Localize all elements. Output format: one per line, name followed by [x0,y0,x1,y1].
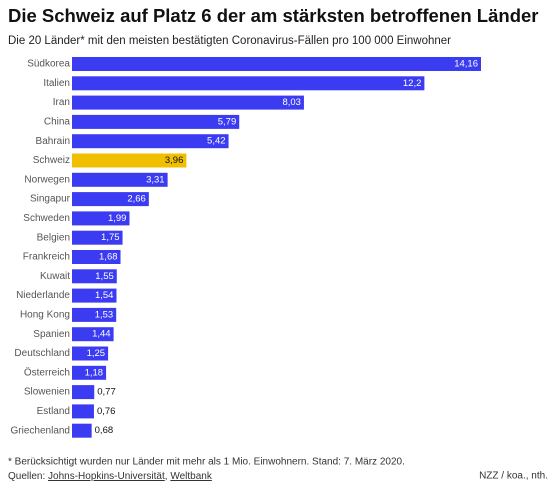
bar [72,134,229,149]
footnote: * Berücksichtigt wurden nur Länder mit m… [8,457,405,468]
bar [72,365,107,380]
value-label: 12,2 [403,78,422,89]
value-label: 1,44 [92,329,111,340]
source-separator: , [165,471,168,482]
category-label: Kuwait [40,271,70,282]
value-label: 0,68 [95,425,114,436]
chart-title: Die Schweiz auf Platz 6 der am stärksten… [8,5,538,26]
category-label: China [44,117,71,128]
bar [72,153,187,168]
credit: NZZ / koa., nth. [479,471,548,482]
value-label: 14,16 [454,59,478,70]
bar [72,346,109,361]
category-label: Österreich [24,366,70,378]
source-link[interactable]: Johns-Hopkins-Universität [48,471,165,482]
value-label: 5,79 [218,116,237,127]
value-label: 1,55 [95,271,114,282]
value-label: 1,18 [85,367,104,378]
bar [72,95,304,110]
bar [72,288,117,303]
bar [72,114,240,129]
bar [72,269,117,284]
category-label: Norwegen [24,174,70,185]
bar [72,57,481,71]
category-label: Frankreich [23,252,70,263]
category-label: Slowenien [24,387,70,398]
chart-subtitle: Die 20 Länder* mit den meisten bestätigt… [8,35,451,47]
category-label: Südkorea [27,59,70,70]
category-label: Iran [53,97,70,108]
value-label: 0,77 [97,387,116,398]
category-label: Italien [43,78,70,89]
bar [72,230,123,245]
bar [72,76,425,91]
bar [72,423,92,438]
source-label: Quellen: [8,471,45,482]
value-label: 2,66 [127,194,146,205]
sources: Quellen: Johns-Hopkins-Universität, Welt… [8,471,213,482]
category-label: Schweden [23,213,70,224]
value-label: 3,96 [165,155,184,166]
category-label: Hong Kong [20,310,70,321]
value-label: 8,03 [282,97,301,108]
source-link[interactable]: Weltbank [170,471,213,482]
category-label: Singapur [30,194,71,205]
category-label: Deutschland [14,348,70,359]
category-label: Bahrain [36,136,70,147]
category-label: Estland [37,406,70,417]
bar [72,192,149,207]
value-label: 1,68 [99,252,118,263]
value-label: 1,75 [101,232,120,243]
value-label: 3,31 [146,174,165,185]
bar [72,327,114,342]
bar [72,404,94,419]
category-label: Spanien [33,329,70,340]
bar [72,250,121,264]
category-label: Belgien [37,232,70,243]
bar [72,211,130,226]
value-label: 1,54 [95,290,114,301]
value-label: 0,76 [97,406,116,417]
value-label: 1,99 [108,213,127,224]
bar [72,385,95,400]
category-label: Griechenland [11,425,70,436]
value-label: 1,53 [95,309,114,320]
bar [72,307,117,322]
value-label: 5,42 [207,136,226,147]
category-label: Schweiz [33,155,70,166]
bar [72,172,168,187]
category-label: Niederlande [16,290,70,301]
value-label: 1,25 [87,348,106,359]
